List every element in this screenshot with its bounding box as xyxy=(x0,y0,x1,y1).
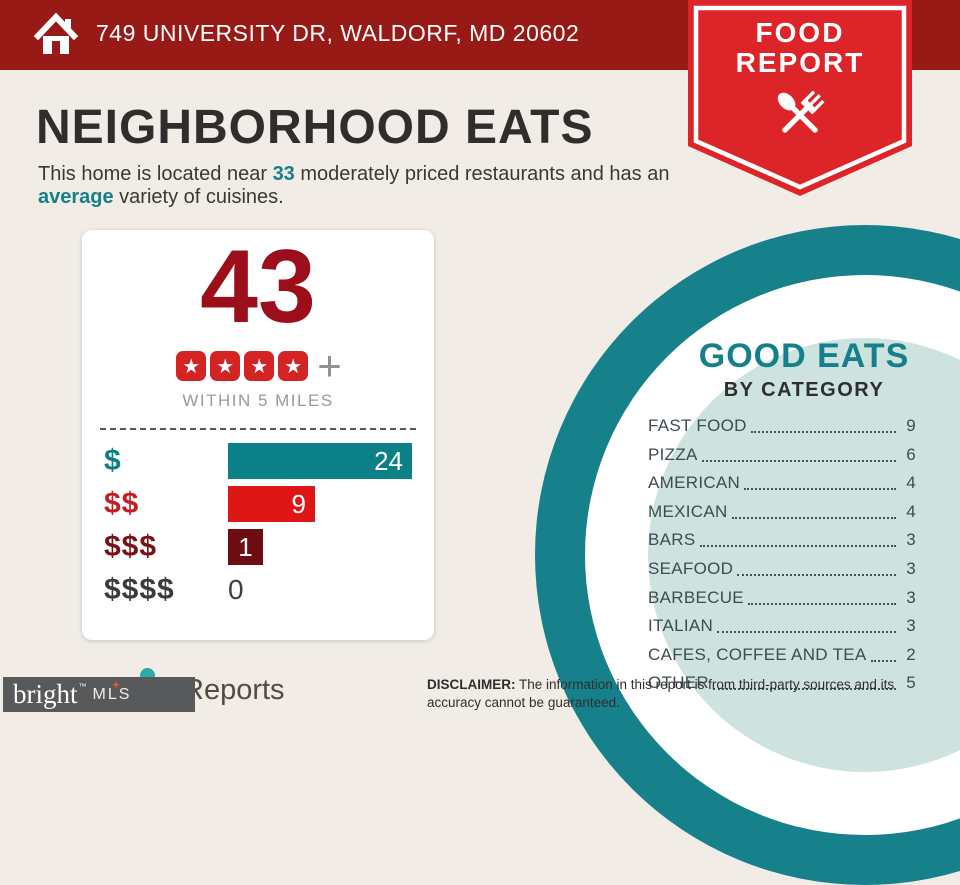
star-icon: ★ xyxy=(210,351,241,381)
disclaimer-label: DISCLAIMER: xyxy=(427,677,516,692)
price-level-label: $$$ xyxy=(104,530,158,563)
total-restaurants: 43 xyxy=(200,229,316,345)
star-icons: ★ ★ ★ ★ xyxy=(174,351,310,381)
dotted-leader xyxy=(701,459,896,462)
category-row: SEAFOOD 3 xyxy=(648,559,916,579)
dotted-leader xyxy=(747,602,896,605)
category-count: 3 xyxy=(906,616,916,636)
reports-label: Reports xyxy=(183,674,285,706)
category-row: ITALIAN 3 xyxy=(648,616,916,636)
category-name: BARS xyxy=(648,530,696,550)
dotted-leader xyxy=(699,545,896,548)
good-eats-panel: GOOD EATS BY CATEGORY FAST FOOD 9 PIZZA … xyxy=(648,337,916,702)
bright-mls-logo: bright ✦ ™ MLS xyxy=(3,677,195,712)
dashed-divider xyxy=(100,428,416,430)
sparkle-icon: ✦ xyxy=(111,678,122,692)
intro-post: variety of cuisines. xyxy=(113,186,284,208)
dotted-leader xyxy=(713,688,896,691)
intro-text: This home is located near 33 moderately … xyxy=(38,163,670,209)
price-level-label: $ xyxy=(104,444,122,477)
star-icon: ★ xyxy=(278,351,309,381)
price-bar: 1 xyxy=(228,529,263,565)
plus-sign: + xyxy=(317,342,342,389)
category-name: FAST FOOD xyxy=(648,416,747,435)
category-name: PIZZA xyxy=(648,444,698,464)
radius-label: WITHIN 5 MILES xyxy=(182,391,334,410)
price-bar-area: 0 xyxy=(228,572,414,608)
rating-stars: ★ ★ ★ ★ + xyxy=(82,342,434,389)
dotted-leader xyxy=(731,516,896,519)
star-icon: ★ xyxy=(244,351,275,381)
ribbon-title-line2: REPORT xyxy=(735,47,865,78)
dotted-leader xyxy=(737,573,896,576)
price-bar-chart: $ 24 $$ 9 $$$ 1 $$$$ 0 xyxy=(104,443,414,615)
price-bar-area: 9 xyxy=(228,486,414,522)
logo-bright-text: bright xyxy=(13,679,78,709)
category-count: 9 xyxy=(906,416,916,435)
star-icon: ★ xyxy=(176,351,207,381)
price-bar-row: $$$$ 0 xyxy=(104,572,414,608)
dotted-leader xyxy=(750,431,896,433)
price-bar-area: 24 xyxy=(228,443,414,479)
category-count: 3 xyxy=(906,530,916,550)
price-level-label: $$ xyxy=(104,487,140,520)
category-name: AMERICAN xyxy=(648,473,741,493)
intro-mid: moderately priced restaurants and has an xyxy=(294,163,670,185)
intro-pre: This home is located near xyxy=(38,163,273,185)
category-count: 3 xyxy=(906,587,916,607)
food-report-ribbon: FOOD REPORT xyxy=(688,0,912,198)
category-name: ITALIAN xyxy=(648,616,714,636)
page-title: NEIGHBORHOOD EATS xyxy=(36,101,594,154)
price-bar-zero-value: 0 xyxy=(228,574,244,605)
category-count: 2 xyxy=(906,644,916,664)
category-row: BARBECUE 3 xyxy=(648,588,916,608)
category-name: BARBECUE xyxy=(648,587,744,607)
category-list: FAST FOOD 9 PIZZA 6 AMERICAN 4 MEXICAN 4… xyxy=(648,416,916,693)
category-row: BARS 3 xyxy=(648,530,916,550)
price-bar: 24 xyxy=(228,443,412,479)
price-bar-row: $$ 9 xyxy=(104,486,414,522)
logo-trademark: ™ xyxy=(78,682,87,691)
home-icon xyxy=(33,12,79,54)
intro-highlight: average xyxy=(38,186,114,208)
category-row: PIZZA 6 xyxy=(648,445,916,465)
price-bar: 9 xyxy=(228,486,315,522)
dotted-leader xyxy=(744,488,896,491)
price-bar-area: 1 xyxy=(228,529,414,565)
category-count: 4 xyxy=(906,501,916,521)
ribbon-shape xyxy=(688,0,912,196)
category-row: OTHER 5 xyxy=(648,673,916,693)
category-row: FAST FOOD 9 xyxy=(648,416,916,436)
good-eats-subtitle: BY CATEGORY xyxy=(723,379,885,401)
intro-count: 33 xyxy=(272,163,295,185)
price-bar-row: $$$ 1 xyxy=(104,529,414,565)
property-address: 749 UNIVERSITY DR, WALDORF, MD 20602 xyxy=(96,20,580,46)
category-row: MEXICAN 4 xyxy=(648,502,916,522)
category-name: OTHER xyxy=(648,673,709,693)
disclaimer: DISCLAIMER: The information in this repo… xyxy=(427,676,924,712)
category-row: AMERICAN 4 xyxy=(648,473,916,493)
ribbon-title-line1: FOOD xyxy=(755,17,845,48)
category-count: 3 xyxy=(906,558,916,578)
category-name: CAFES, COFFEE AND TEA xyxy=(648,644,867,664)
price-level-label: $$$$ xyxy=(104,573,175,606)
ribbon-title: FOOD REPORT xyxy=(688,18,912,78)
crossed-spoon-fork-icon xyxy=(777,90,825,133)
category-count: 4 xyxy=(906,473,916,493)
disclaimer-text: The information in this report is from t… xyxy=(427,677,895,711)
summary-card: 43 ★ ★ ★ ★ + WITHIN 5 MILES $ 24 $$ 9 $$$ 1… xyxy=(82,230,434,640)
category-name: MEXICAN xyxy=(648,501,728,521)
category-row: CAFES, COFFEE AND TEA 2 xyxy=(648,645,916,665)
dotted-leader xyxy=(870,659,896,662)
price-bar-row: $ 24 xyxy=(104,443,414,479)
good-eats-title: GOOD EATS xyxy=(698,337,910,375)
category-count: 5 xyxy=(906,673,916,693)
category-count: 6 xyxy=(906,444,916,464)
dotted-leader xyxy=(717,631,896,634)
category-name: SEAFOOD xyxy=(648,558,734,578)
logo-mls-text: MLS xyxy=(92,685,132,703)
